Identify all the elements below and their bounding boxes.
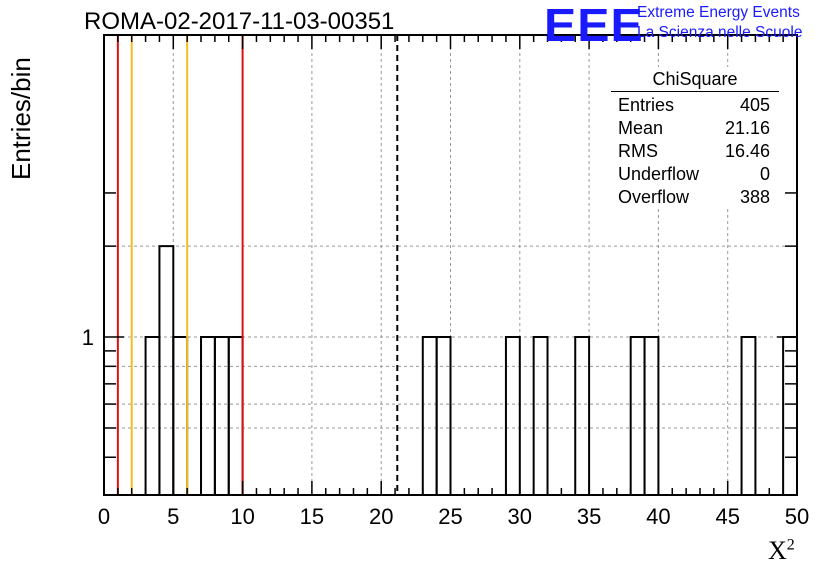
histogram-bar bbox=[740, 336, 757, 495]
x-tick-label: 10 bbox=[230, 504, 254, 529]
x-tick-label: 5 bbox=[167, 504, 179, 529]
x-tick-label: 35 bbox=[577, 504, 601, 529]
y-tick-label: 1 bbox=[82, 325, 94, 350]
histogram-bar bbox=[629, 336, 646, 495]
stats-row-entries: Entries 405 bbox=[611, 94, 779, 117]
stats-row-underflow: Underflow 0 bbox=[611, 163, 779, 186]
x-axis-label: X2 bbox=[768, 536, 795, 566]
logo-line-1: Extreme Energy Events bbox=[637, 4, 800, 21]
stats-value: 16.46 bbox=[724, 141, 770, 161]
y-tick-labels: 1 bbox=[82, 325, 94, 350]
histogram-bar bbox=[782, 336, 798, 495]
stats-value: 388 bbox=[739, 187, 770, 207]
stats-box: ChiSquare Entries 405 Mean 21.16 RMS 16.… bbox=[611, 67, 779, 208]
histogram-bar bbox=[421, 336, 438, 495]
histogram-bar bbox=[643, 336, 660, 495]
x-tick-label: 45 bbox=[715, 504, 739, 529]
histogram-bar bbox=[532, 336, 549, 495]
stats-value: 0 bbox=[759, 164, 770, 184]
histogram-bar bbox=[144, 336, 161, 495]
x-axis-label-base: X bbox=[768, 536, 787, 565]
stats-key: Overflow bbox=[618, 187, 690, 207]
histogram-bar bbox=[574, 336, 591, 495]
histogram-bars bbox=[144, 245, 798, 495]
stats-title: ChiSquare bbox=[611, 67, 779, 92]
stats-row-overflow: Overflow 388 bbox=[611, 186, 779, 209]
histogram-bar bbox=[227, 336, 244, 495]
histogram-bar bbox=[200, 336, 216, 495]
x-tick-label: 0 bbox=[98, 504, 110, 529]
x-tick-label: 15 bbox=[300, 504, 324, 529]
threshold-lines bbox=[116, 35, 399, 495]
stats-row-rms: RMS 16.46 bbox=[611, 140, 779, 163]
histogram-bar bbox=[172, 336, 189, 495]
stats-key: Underflow bbox=[618, 164, 700, 184]
logo-mark: EEE bbox=[544, 0, 644, 51]
eee-logo: EEE Extreme Energy Events La Scienza nel… bbox=[544, 0, 834, 51]
stats-key: Mean bbox=[618, 118, 664, 138]
x-axis-label-superscript: 2 bbox=[786, 536, 795, 554]
histogram-bar bbox=[435, 336, 452, 495]
axis-ticks bbox=[103, 35, 798, 495]
x-tick-label: 25 bbox=[438, 504, 462, 529]
stats-value: 21.16 bbox=[724, 118, 770, 138]
x-tick-label: 50 bbox=[785, 504, 809, 529]
x-tick-label: 20 bbox=[369, 504, 393, 529]
x-tick-label: 30 bbox=[508, 504, 532, 529]
stats-key: Entries bbox=[618, 95, 675, 115]
stats-key: RMS bbox=[618, 141, 658, 161]
logo-line-2: La Scienza nelle Scuole bbox=[637, 24, 803, 41]
x-tick-label: 40 bbox=[646, 504, 670, 529]
chart-title: ROMA-02-2017-11-03-00351 bbox=[84, 8, 395, 35]
stats-row-mean: Mean 21.16 bbox=[611, 117, 779, 140]
y-axis-label: Entries/bin bbox=[6, 57, 36, 180]
histogram-bar bbox=[158, 245, 175, 495]
stats-value: 405 bbox=[739, 95, 770, 115]
histogram-bar bbox=[213, 336, 230, 495]
x-tick-labels: 0 5 10 15 20 25 30 35 40 45 50 bbox=[98, 504, 809, 529]
histogram-bar bbox=[504, 336, 521, 495]
